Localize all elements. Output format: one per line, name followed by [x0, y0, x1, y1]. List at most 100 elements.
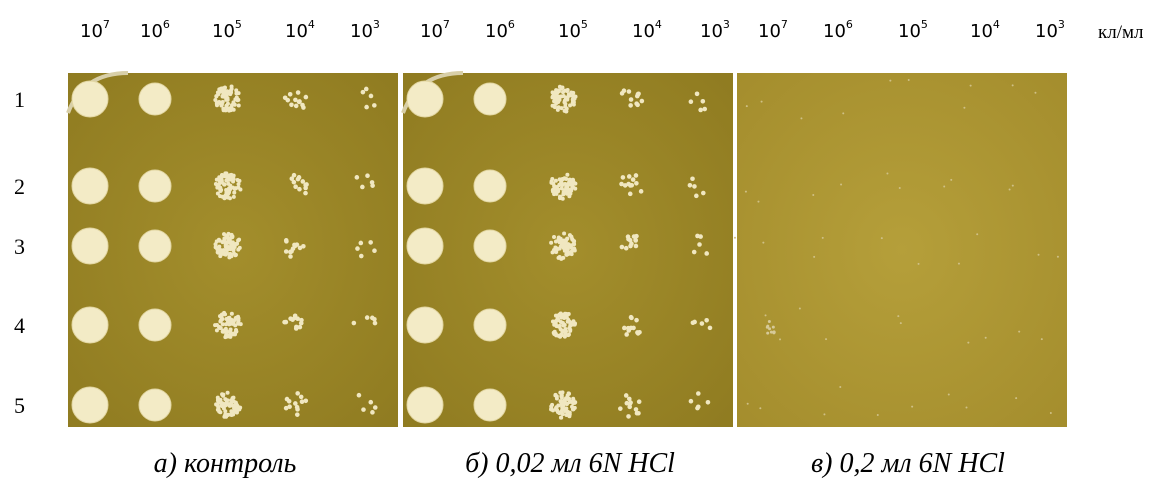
colony [288, 316, 293, 321]
colony [226, 98, 230, 102]
colony [628, 192, 633, 197]
dilution-label: 107 [420, 18, 450, 42]
colony [230, 233, 234, 237]
dilution-base: 10 [420, 21, 443, 42]
speck [761, 101, 763, 103]
dilution-base: 10 [212, 21, 235, 42]
speck [886, 172, 888, 174]
speck [746, 105, 748, 107]
colony [294, 104, 299, 109]
speck [768, 320, 771, 323]
dilution-base: 10 [970, 21, 993, 42]
dilution-label: 106 [823, 18, 853, 42]
colony [564, 312, 568, 316]
colony [559, 94, 563, 98]
colony [634, 181, 639, 186]
figure: 107106105104103а) контроль10710610510410… [0, 0, 1175, 495]
colony [634, 244, 639, 249]
speck [948, 394, 950, 396]
colony [232, 191, 236, 195]
colony [624, 246, 629, 251]
colony [228, 404, 232, 408]
dilution-label: 105 [898, 18, 928, 42]
colony [290, 176, 295, 181]
dilution-exp: 7 [103, 18, 110, 31]
colony [361, 90, 366, 95]
colony [624, 393, 629, 398]
colony [293, 401, 298, 406]
colony [360, 185, 365, 190]
speck [757, 201, 759, 203]
colony [303, 186, 308, 191]
colony [229, 173, 233, 177]
colony [555, 247, 559, 251]
colony [628, 402, 633, 407]
colony [701, 191, 706, 196]
colony [552, 235, 556, 239]
colony [226, 391, 230, 395]
colony [293, 184, 298, 189]
colony [292, 243, 297, 248]
colony [230, 85, 234, 89]
colony [562, 323, 566, 327]
speck [1012, 185, 1014, 187]
colony [694, 194, 699, 199]
spot [474, 230, 506, 262]
speck [773, 331, 776, 334]
dilution-label: 104 [632, 18, 662, 42]
colony [372, 248, 377, 253]
colony [637, 399, 642, 404]
colony [560, 393, 564, 397]
dilution-exp: 4 [655, 18, 662, 31]
colony [552, 94, 556, 98]
colony [218, 179, 222, 183]
dilution-base: 10 [80, 21, 103, 42]
colony [219, 189, 223, 193]
colony [303, 191, 308, 196]
colony [561, 412, 565, 416]
dilution-exp: 5 [235, 18, 242, 31]
colony [234, 402, 238, 406]
speck [966, 406, 968, 408]
colony [359, 254, 364, 259]
colony [700, 321, 705, 326]
colony [566, 242, 570, 246]
colony [549, 241, 553, 245]
dilution-exp: 4 [993, 18, 1000, 31]
spot [474, 309, 506, 341]
colony [233, 97, 237, 101]
colony [224, 243, 228, 247]
colony [628, 103, 633, 108]
colony [355, 175, 360, 180]
colony [556, 334, 560, 338]
colony [230, 413, 234, 417]
spot [72, 307, 108, 343]
colony [690, 176, 695, 181]
colony [554, 321, 558, 325]
colony [222, 89, 226, 93]
colony [237, 238, 241, 242]
colony [230, 398, 234, 402]
colony [571, 401, 575, 405]
colony [558, 196, 562, 200]
speck [1057, 256, 1059, 258]
colony [223, 397, 227, 401]
colony [565, 186, 569, 190]
colony [702, 107, 707, 112]
colony [226, 195, 230, 199]
dilution-base: 10 [140, 21, 163, 42]
speck [967, 342, 969, 344]
colony [213, 323, 217, 327]
speck [950, 179, 952, 181]
colony [629, 241, 634, 246]
colony [571, 180, 575, 184]
colony [224, 93, 228, 97]
colony [626, 182, 631, 187]
colony [289, 249, 294, 254]
colony [550, 403, 554, 407]
colony [624, 332, 629, 337]
panel-caption: б) 0,02 мл 6N HCl [465, 448, 675, 479]
colony [571, 98, 575, 102]
speck [759, 407, 761, 409]
colony [284, 406, 289, 411]
